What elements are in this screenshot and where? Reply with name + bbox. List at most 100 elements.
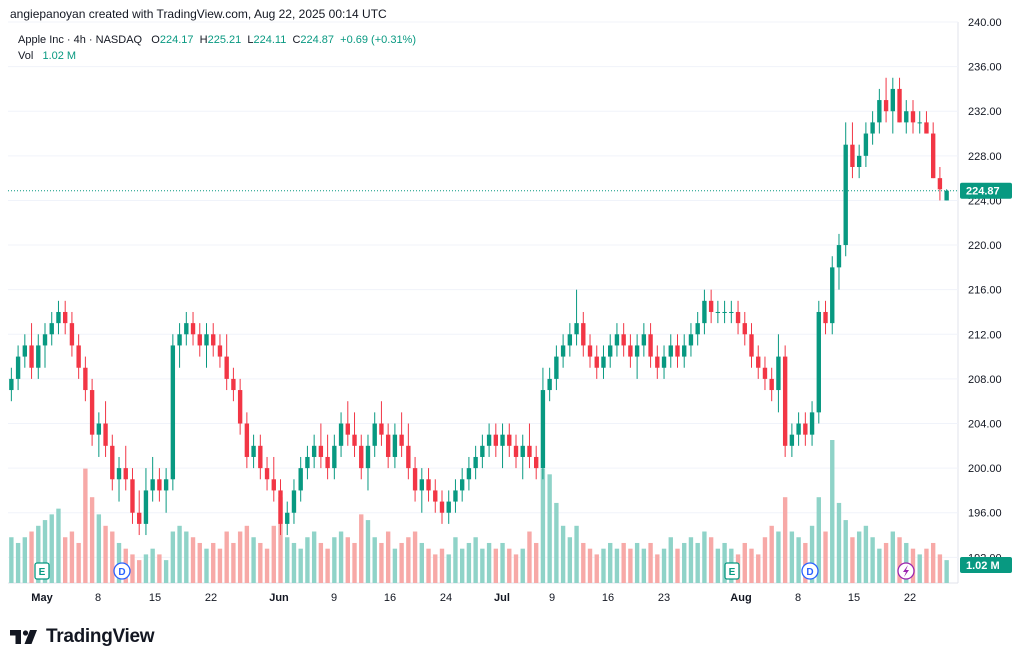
y-tick-label: 212.00	[968, 329, 1002, 341]
volume-bar	[325, 548, 330, 583]
volume-bar	[540, 468, 546, 583]
candle-body	[338, 423, 344, 446]
volume-bar	[69, 531, 75, 583]
candle-body	[547, 378, 552, 391]
dividend-marker[interactable]: D	[113, 562, 131, 580]
volume-bar	[567, 537, 573, 583]
volume-bar	[897, 537, 902, 583]
candle-body	[493, 434, 499, 446]
candle-body	[742, 323, 747, 335]
volume-bar	[298, 548, 303, 583]
volume-bar	[211, 542, 216, 583]
time-axis[interactable]: May 8 15 22 Jun 9 16 24 Jul 9 16 23 Aug 8 15 22	[31, 592, 916, 604]
volume-bar	[883, 542, 889, 583]
candle-body	[870, 122, 875, 134]
volume-bars	[9, 440, 949, 583]
volume-bar	[917, 554, 922, 583]
candle-body	[621, 334, 626, 346]
candle-body	[392, 434, 398, 457]
volume-bar	[870, 537, 875, 583]
volume-bar	[648, 542, 653, 583]
candlesticks	[9, 77, 949, 536]
grid-lines	[8, 21, 959, 584]
price-axis[interactable]: 192.00196.00200.00204.00208.00212.00216.…	[968, 17, 1002, 564]
event-marker-label: D	[806, 567, 813, 578]
dividend-marker[interactable]: D	[801, 562, 819, 580]
candle-body	[540, 390, 546, 469]
candle-body	[211, 334, 216, 346]
volume-bar	[796, 537, 801, 583]
event-marker-label: E	[39, 567, 46, 578]
candle-body	[574, 323, 579, 335]
candle-body	[224, 356, 229, 379]
candle-body	[379, 423, 384, 435]
split-marker[interactable]	[897, 562, 915, 580]
volume-bar	[184, 531, 189, 583]
volume-bar	[278, 497, 283, 583]
volume-bar	[944, 560, 949, 583]
candle-body	[910, 111, 916, 123]
volume-bar	[258, 542, 263, 583]
candle-body	[426, 479, 431, 491]
volume-bar	[628, 548, 633, 583]
volume-bar	[224, 531, 229, 583]
candle-body	[675, 345, 680, 357]
tradingview-logo[interactable]: TradingView	[10, 626, 155, 648]
volume-bar	[15, 542, 21, 583]
candle-body	[56, 311, 61, 324]
candle-body	[89, 390, 95, 435]
volume-bar	[406, 537, 411, 583]
volume-bar	[392, 548, 398, 583]
chart-attribution: angiepanoyan created with TradingView.co…	[10, 7, 387, 21]
symbol-name[interactable]: Apple Inc · 4h · NASDAQ	[18, 34, 143, 46]
volume-bar	[285, 537, 290, 583]
candle-body	[170, 345, 176, 480]
candle-body	[756, 356, 761, 368]
x-tick-label: 9	[331, 592, 337, 604]
candle-body	[345, 423, 350, 435]
candle-body	[856, 155, 862, 167]
candle-body	[789, 434, 795, 446]
candle-body	[567, 334, 573, 346]
candle-body	[406, 445, 411, 469]
candle-body	[581, 323, 586, 346]
candle-body	[729, 311, 734, 313]
volume-bar	[843, 520, 848, 583]
volume-bar	[668, 537, 673, 583]
volume-bar	[217, 548, 223, 583]
candle-body	[359, 445, 364, 469]
volume-bar	[459, 548, 465, 583]
candle-body	[298, 468, 303, 491]
candle-body	[695, 323, 700, 335]
y-tick-label: 228.00	[968, 151, 1002, 163]
volume-bar	[574, 525, 579, 583]
candle-body	[204, 334, 209, 346]
candle-body	[332, 445, 337, 469]
x-tick-label: 22	[904, 592, 916, 604]
candle-body	[769, 378, 774, 391]
volume-bar	[231, 542, 236, 583]
volume-bar	[96, 514, 102, 583]
candle-body	[527, 445, 532, 457]
earnings-marker[interactable]: E	[34, 562, 50, 580]
volume-bar	[836, 502, 842, 583]
volume-bar	[271, 525, 276, 583]
volume-bar	[682, 542, 687, 583]
volume-bar	[359, 514, 364, 583]
lightning-icon	[903, 565, 909, 577]
candle-body	[69, 323, 75, 346]
candle-body	[688, 334, 694, 346]
earnings-marker[interactable]: E	[724, 562, 740, 580]
event-marker-label: D	[118, 567, 125, 578]
volume-bar	[688, 537, 694, 583]
volume-bar	[251, 537, 256, 583]
volume-bar	[655, 554, 660, 583]
x-tick-label: 16	[602, 592, 614, 604]
candle-body	[446, 501, 451, 513]
volume-bar	[311, 531, 317, 583]
candle-body	[762, 367, 768, 379]
volume-bar	[204, 548, 209, 583]
x-tick-label: 9	[549, 592, 555, 604]
